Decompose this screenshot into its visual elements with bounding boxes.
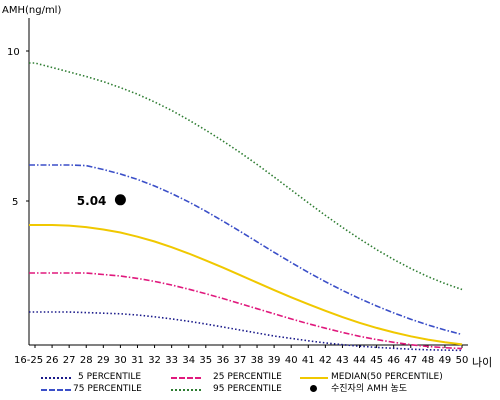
x-tick-label: 29 (97, 355, 110, 366)
x-tick-label: 39 (268, 355, 281, 366)
y-tick-10: 10 (7, 47, 20, 58)
x-tick-label: 28 (80, 355, 93, 366)
x-tick-label: 36 (217, 355, 230, 366)
x-tick-label: 47 (404, 355, 417, 366)
series-line-4 (29, 62, 463, 291)
x-tick-label: 37 (234, 355, 247, 366)
x-tick-label: 45 (370, 355, 383, 366)
y-axis-label: AMH(ng/ml) (2, 5, 61, 16)
x-tick-label: 31 (131, 355, 144, 366)
x-tick-label: 38 (251, 355, 264, 366)
series-line-3 (29, 164, 463, 336)
x-tick-label: 26 (46, 355, 59, 366)
x-tick-label: 33 (165, 355, 178, 366)
series-line-1 (29, 272, 463, 350)
x-tick-label: 30 (114, 355, 127, 366)
x-tick-label: 42 (319, 355, 332, 366)
patient-amh-point (114, 194, 126, 206)
x-tick-label: 40 (285, 355, 298, 366)
x-tick-label: 48 (421, 355, 434, 366)
x-tick-label: 27 (63, 355, 76, 366)
series-line-2 (29, 224, 463, 346)
x-tick-label: 49 (439, 355, 452, 366)
x-tick-label: 41 (302, 355, 315, 366)
x-tick-label: 46 (387, 355, 400, 366)
x-tick-label: 44 (353, 355, 366, 366)
x-tick-label: 34 (182, 355, 195, 366)
x-tick-label: 35 (199, 355, 212, 366)
x-tick-label: 43 (336, 355, 349, 366)
x-tick-label: 32 (148, 355, 161, 366)
series-line-0 (29, 311, 463, 352)
x-tick-label: 50 (456, 355, 469, 366)
x-axis-label: 나이 (472, 356, 492, 369)
patient-amh-value-label: 5.04 (77, 194, 107, 208)
y-tick-5: 5 (12, 197, 18, 208)
x-tick-label: 16-25 (14, 355, 43, 366)
